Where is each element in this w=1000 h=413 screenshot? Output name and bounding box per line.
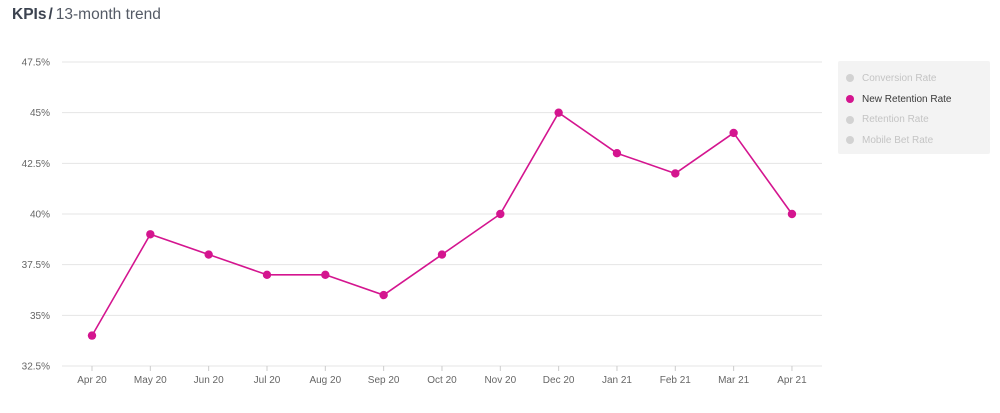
legend-marker-icon [846, 136, 854, 145]
data-point [379, 290, 388, 300]
data-point [612, 149, 622, 158]
data-point [729, 128, 738, 138]
header-title: KPIs [12, 6, 47, 23]
y-axis-ticks: 32.5% 35% 37.5% 40% 42.5% 45% 47.5% [22, 58, 50, 373]
data-point [496, 209, 505, 219]
x-tick-label: Apr 21 [777, 375, 807, 386]
legend-label: Conversion Rate [862, 72, 937, 84]
legend-item-mobile-bet-rate[interactable]: Mobile Bet Rate [838, 130, 990, 151]
series-line [91, 111, 793, 336]
data-point [554, 108, 563, 117]
data-point [146, 230, 155, 239]
data-point [671, 169, 680, 178]
series-new-retention-rate [87, 108, 797, 340]
x-tick-label: May 20 [134, 375, 167, 386]
x-tick-label: Sep 20 [368, 375, 400, 386]
x-tick-label: Aug 20 [309, 375, 341, 386]
chart-header: KPIs/13-month trend [12, 6, 161, 24]
chart-legend: Conversion Rate New Retention Rate Reten… [838, 61, 990, 154]
legend-item-retention-rate[interactable]: Retention Rate [838, 109, 990, 130]
legend-marker-icon [846, 95, 854, 104]
x-tick-label: Jul 20 [254, 375, 281, 386]
y-tick-label: 40% [30, 210, 50, 221]
data-point [87, 331, 97, 340]
grid-lines [62, 61, 822, 367]
x-tick-label: Dec 20 [543, 375, 575, 386]
x-tick-label: Oct 20 [427, 375, 457, 386]
data-point [321, 270, 330, 279]
y-tick-label: 47.5% [22, 58, 50, 69]
header-subtitle: 13-month trend [55, 6, 161, 23]
legend-label: Mobile Bet Rate [862, 134, 934, 146]
legend-label: Retention Rate [862, 114, 929, 126]
x-tick-label: Feb 21 [660, 375, 692, 386]
legend-label: New Retention Rate [862, 93, 952, 105]
legend-marker-icon [846, 74, 854, 83]
y-tick-label: 42.5% [22, 159, 50, 170]
x-tick-label: Jun 20 [194, 375, 224, 386]
y-tick-label: 32.5% [22, 362, 50, 373]
legend-marker-icon [846, 115, 854, 124]
legend-item-new-retention-rate[interactable]: New Retention Rate [838, 89, 990, 110]
data-point [262, 270, 272, 279]
x-axis-ticks: Apr 20 May 20 Jun 20 Jul 20 Aug 20 Sep 20 Oct … [77, 366, 807, 386]
x-tick-label: Nov 20 [484, 375, 516, 386]
y-tick-label: 37.5% [22, 260, 50, 271]
x-tick-label: Apr 20 [77, 375, 107, 386]
data-point [204, 250, 213, 259]
legend-item-conversion-rate[interactable]: Conversion Rate [838, 68, 990, 89]
y-tick-label: 35% [30, 311, 50, 322]
x-tick-label: Jan 21 [602, 375, 632, 386]
x-tick-label: Mar 21 [718, 375, 750, 386]
data-point [787, 209, 797, 219]
header-separator: / [48, 6, 53, 23]
data-point [437, 250, 447, 259]
y-tick-label: 45% [30, 108, 50, 119]
